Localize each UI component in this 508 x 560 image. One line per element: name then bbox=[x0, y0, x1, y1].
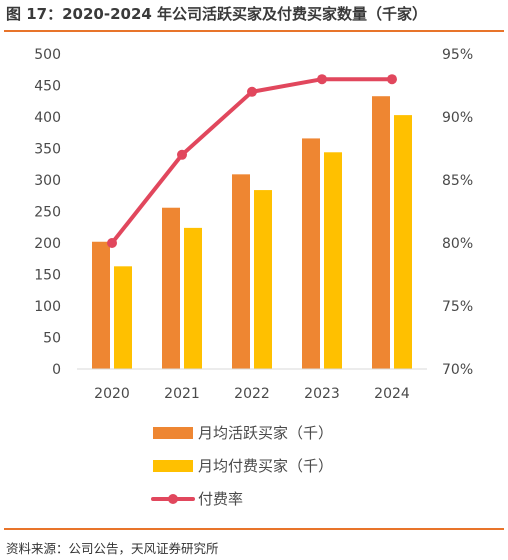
legend-label: 月均活跃买家（千） bbox=[198, 424, 333, 442]
paying-rate-point-2023 bbox=[317, 74, 327, 85]
x-tick-label: 2022 bbox=[234, 386, 270, 402]
paying-buyers-bar-2021 bbox=[184, 227, 202, 369]
x-tick-label: 2023 bbox=[304, 386, 340, 402]
y-left-tick-label: 200 bbox=[34, 236, 61, 252]
paying-buyers-bar-2022 bbox=[254, 190, 272, 369]
paying-rate-point-2020 bbox=[107, 238, 117, 248]
legend-swatch-active-buyers bbox=[153, 427, 193, 439]
y-right-tick-label: 75% bbox=[442, 299, 473, 315]
y-left-tick-label: 500 bbox=[34, 47, 61, 63]
y-left-tick-label: 100 bbox=[34, 299, 61, 315]
bottom-divider bbox=[4, 528, 504, 530]
active-buyers-bar-2023 bbox=[302, 138, 320, 369]
legend-label: 月均付费买家（千） bbox=[198, 457, 333, 475]
bar-layer bbox=[92, 96, 412, 370]
legend-swatch-paying-buyers bbox=[153, 460, 193, 472]
y-right-axis: 70% 75% 80% 85% 90% 95% bbox=[442, 47, 473, 378]
y-right-tick-label: 80% bbox=[442, 236, 473, 252]
active-buyers-bar-2020 bbox=[92, 241, 110, 369]
y-right-tick-label: 90% bbox=[442, 110, 473, 126]
paying-buyers-bar-2020 bbox=[114, 266, 132, 369]
y-right-tick-label: 70% bbox=[442, 362, 473, 378]
figure-title: 图 17：2020-2024 年公司活跃买家及付费买家数量（千家） bbox=[6, 5, 428, 23]
y-left-tick-label: 150 bbox=[34, 268, 61, 284]
legend: 月均活跃买家（千） 月均付费买家（千） 付费率 bbox=[151, 424, 333, 508]
x-tick-label: 2021 bbox=[164, 386, 200, 402]
paying-buyers-bar-2023 bbox=[324, 152, 342, 369]
rate-line-layer bbox=[107, 74, 397, 248]
paying-rate-point-2022 bbox=[247, 86, 257, 97]
y-left-axis: 0 50 100 150 200 250 300 350 400 450 500 bbox=[34, 47, 61, 378]
y-left-tick-label: 450 bbox=[34, 79, 61, 95]
y-left-tick-label: 250 bbox=[34, 205, 61, 221]
y-left-tick-label: 350 bbox=[34, 142, 61, 158]
paying-buyers-bar-2024 bbox=[394, 115, 412, 369]
y-right-tick-label: 95% bbox=[442, 47, 473, 63]
legend-label: 付费率 bbox=[198, 490, 243, 508]
y-left-tick-label: 0 bbox=[52, 362, 61, 378]
paying-rate-line bbox=[110, 77, 394, 245]
paying-rate-point-2024 bbox=[387, 74, 397, 85]
active-buyers-bar-2021 bbox=[162, 207, 180, 369]
top-divider bbox=[4, 30, 504, 32]
y-right-tick-label: 85% bbox=[442, 173, 473, 189]
y-left-tick-label: 300 bbox=[34, 173, 61, 189]
y-left-tick-label: 400 bbox=[34, 110, 61, 126]
active-buyers-bar-2024 bbox=[372, 96, 390, 370]
y-left-tick-label: 50 bbox=[43, 331, 61, 347]
source-note: 资料来源：公司公告，天风证券研究所 bbox=[6, 541, 219, 556]
legend-marker-paying-rate bbox=[168, 494, 178, 504]
x-tick-label: 2024 bbox=[374, 386, 410, 402]
active-buyers-bar-2022 bbox=[232, 174, 250, 369]
x-tick-label: 2020 bbox=[94, 386, 130, 402]
paying-rate-point-2021 bbox=[177, 149, 187, 160]
x-axis: 2020 2021 2022 2023 2024 bbox=[94, 386, 410, 402]
